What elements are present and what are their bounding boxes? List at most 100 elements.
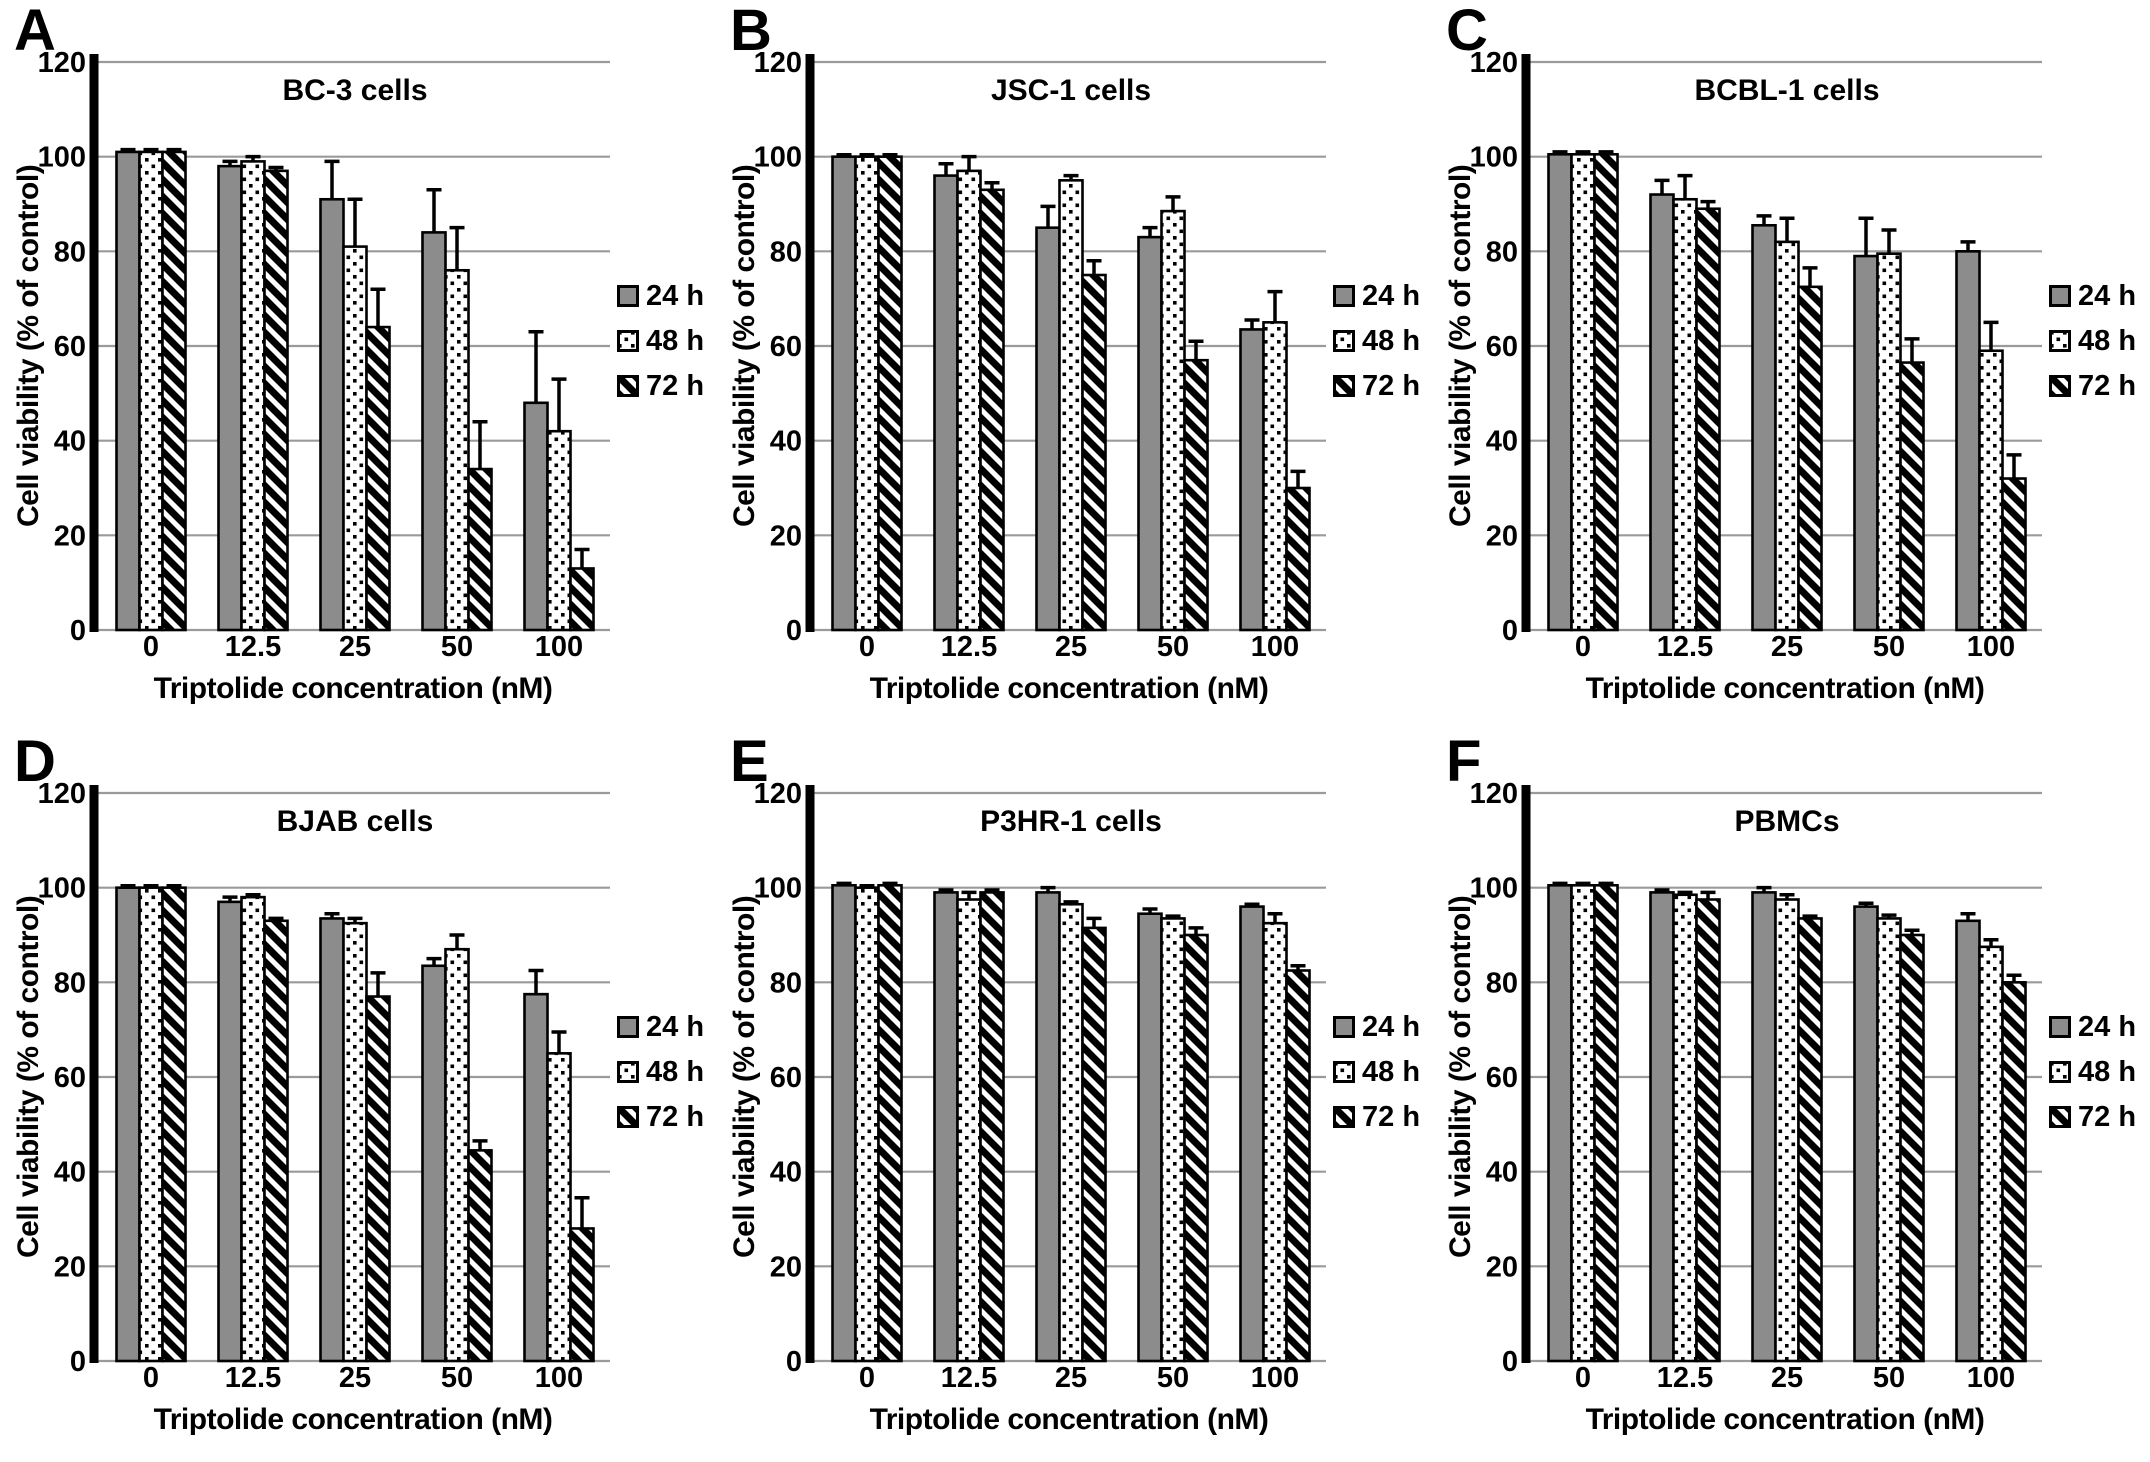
y-tick-label: 20 [770,1251,802,1283]
legend-swatch [1333,284,1355,307]
panel-A: A Cell viability (% of control) 0 20 40 60 8… [0,0,716,731]
legend-label: 48 h [646,1055,705,1088]
bar-48h [1262,321,1288,632]
error-bar [449,225,465,271]
error-bar [426,188,442,233]
bar-72h [979,188,1005,632]
y-tick-label: 100 [754,873,802,905]
error-bar [1598,150,1614,155]
error-bar [222,895,238,902]
x-tick-label: 0 [143,1362,159,1394]
panel-letter: F [1446,731,1482,794]
error-bar [1983,320,1999,351]
error-bar [984,180,1000,190]
panel-letter: A [14,0,56,63]
error-bar [1267,289,1283,323]
error-bar [1188,926,1204,935]
bar-24h [831,884,857,1363]
error-bar [1040,204,1056,228]
bar-24h [1239,905,1265,1363]
x-tick-label: 25 [1771,631,1803,663]
error-bar [2006,453,2022,479]
error-bar [528,968,544,995]
x-tick-label: 100 [535,631,583,663]
bar-24h [115,886,141,1363]
legend-label: 24 h [2078,279,2137,312]
panel-C: C Cell viability (% of control) 0 20 40 60 8… [1432,0,2150,731]
bar-72h [161,886,187,1363]
bar-72h [1695,207,1721,632]
x-axis-title: Triptolide concentration (nM) [869,672,1269,705]
y-tick-label: 0 [786,1346,802,1378]
legend-swatch [617,374,639,397]
error-bar [1960,911,1976,921]
error-bar [1552,150,1568,155]
panel-B: B Cell viability (% of control) 0 20 40 60 8… [716,0,1432,731]
error-bar [1552,881,1568,886]
bar-24h [217,164,243,632]
legend-item-24h: 24 h [616,280,704,312]
bar-24h [319,917,345,1363]
bar-72h [569,1227,595,1363]
error-bar [268,165,284,171]
bar-72h [1593,884,1619,1363]
error-bar [370,971,386,997]
legend-swatch [2049,1015,2071,1038]
legend-swatch [2049,284,2071,307]
x-tick-label: 100 [1967,1362,2015,1394]
legend-item-48h: 48 h [2048,1056,2136,1088]
y-tick-label: 100 [754,142,802,174]
y-tick-label: 40 [54,426,86,458]
legend: 24 h 48 h 72 h [1332,1011,1421,1148]
bar-48h [1672,197,1698,632]
x-tick-label: 50 [1873,631,1905,663]
x-axis-title: Triptolide concentration (nM) [1585,1403,1985,1436]
bar-72h [2001,981,2027,1363]
bar-plot: 0 20 40 60 80 100 120 0 12.5 25 50 100 [38,47,610,663]
x-tick-label: 12.5 [1657,1362,1713,1394]
error-bar [882,153,898,157]
error-bar [1063,173,1079,181]
y-tick-label: 80 [770,236,802,268]
legend-label: 48 h [1362,1055,1421,1088]
x-tick-label: 50 [1157,1362,1189,1394]
x-tick-label: 0 [1575,631,1591,663]
error-bar [1881,228,1897,254]
error-bar [143,147,159,152]
bar-48h [1774,898,1800,1363]
chart-title: BC-3 cells [282,74,428,107]
bar-24h [1853,905,1879,1363]
bar-24h [831,155,857,632]
x-tick-label: 12.5 [941,1362,997,1394]
error-bar [1086,916,1102,928]
panel-F: F Cell viability (% of control) 0 20 40 60 8… [1432,731,2150,1462]
panel-D: D Cell viability (% of control) 0 20 40 60 8… [0,731,716,1462]
bar-48h [138,150,164,632]
bar-48h [1672,893,1698,1363]
bar-24h [1751,891,1777,1363]
error-bar [938,888,954,893]
legend: 24 h 48 h 72 h [616,1011,705,1148]
error-bar [1802,914,1818,919]
bar-72h [1797,917,1823,1363]
bar-plot: 0 20 40 60 80 100 120 0 12.5 25 50 100 [1470,47,2042,663]
y-tick-label: 40 [1486,1157,1518,1189]
error-bar [222,159,238,167]
y-tick-label: 20 [1486,520,1518,552]
error-bar [1779,893,1795,900]
bar-48h [138,886,164,1363]
bar-24h [1955,919,1981,1363]
x-tick-label: 25 [1055,631,1087,663]
error-bar [1142,225,1158,238]
y-tick-label: 20 [54,520,86,552]
bar-48h [240,895,266,1363]
bar-72h [365,995,391,1363]
legend-label: 72 h [2078,1100,2137,1133]
bar-48h [1876,917,1902,1363]
y-tick-label: 40 [1486,426,1518,458]
y-tick-label: 40 [770,426,802,458]
error-bar [1575,150,1591,155]
legend-swatch [1333,329,1355,352]
error-bar [836,881,852,886]
bar-72h [1797,285,1823,632]
